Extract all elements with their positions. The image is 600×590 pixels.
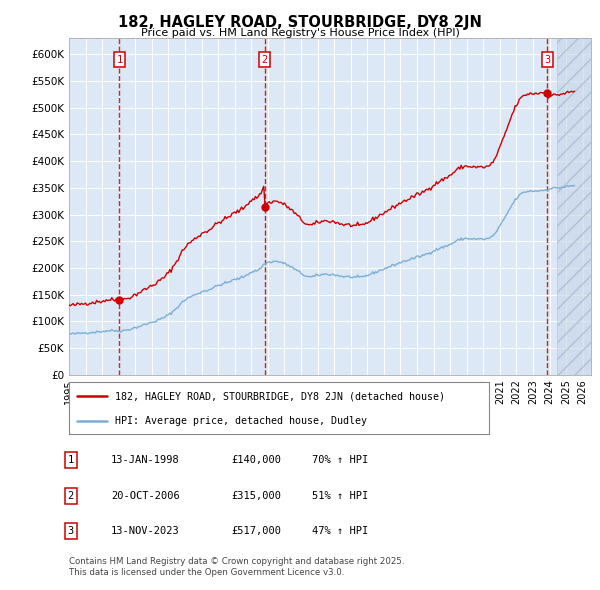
Text: 47% ↑ HPI: 47% ↑ HPI — [312, 526, 368, 536]
Text: 70% ↑ HPI: 70% ↑ HPI — [312, 455, 368, 465]
Text: 2: 2 — [68, 491, 74, 500]
Text: 3: 3 — [544, 55, 551, 65]
Text: £517,000: £517,000 — [231, 526, 281, 536]
Text: 3: 3 — [68, 526, 74, 536]
Text: 182, HAGLEY ROAD, STOURBRIDGE, DY8 2JN: 182, HAGLEY ROAD, STOURBRIDGE, DY8 2JN — [118, 15, 482, 30]
Text: This data is licensed under the Open Government Licence v3.0.: This data is licensed under the Open Gov… — [69, 568, 344, 577]
Text: 51% ↑ HPI: 51% ↑ HPI — [312, 491, 368, 500]
Bar — [557, 38, 591, 375]
Text: 1: 1 — [68, 455, 74, 465]
Text: 2: 2 — [262, 55, 268, 65]
Text: £140,000: £140,000 — [231, 455, 281, 465]
Text: 20-OCT-2006: 20-OCT-2006 — [111, 491, 180, 500]
Text: HPI: Average price, detached house, Dudley: HPI: Average price, detached house, Dudl… — [115, 416, 367, 425]
Text: Price paid vs. HM Land Registry's House Price Index (HPI): Price paid vs. HM Land Registry's House … — [140, 28, 460, 38]
Text: 13-NOV-2023: 13-NOV-2023 — [111, 526, 180, 536]
Text: 13-JAN-1998: 13-JAN-1998 — [111, 455, 180, 465]
Text: Contains HM Land Registry data © Crown copyright and database right 2025.: Contains HM Land Registry data © Crown c… — [69, 558, 404, 566]
Text: £315,000: £315,000 — [231, 491, 281, 500]
Text: 1: 1 — [116, 55, 122, 65]
Text: 182, HAGLEY ROAD, STOURBRIDGE, DY8 2JN (detached house): 182, HAGLEY ROAD, STOURBRIDGE, DY8 2JN (… — [115, 391, 445, 401]
